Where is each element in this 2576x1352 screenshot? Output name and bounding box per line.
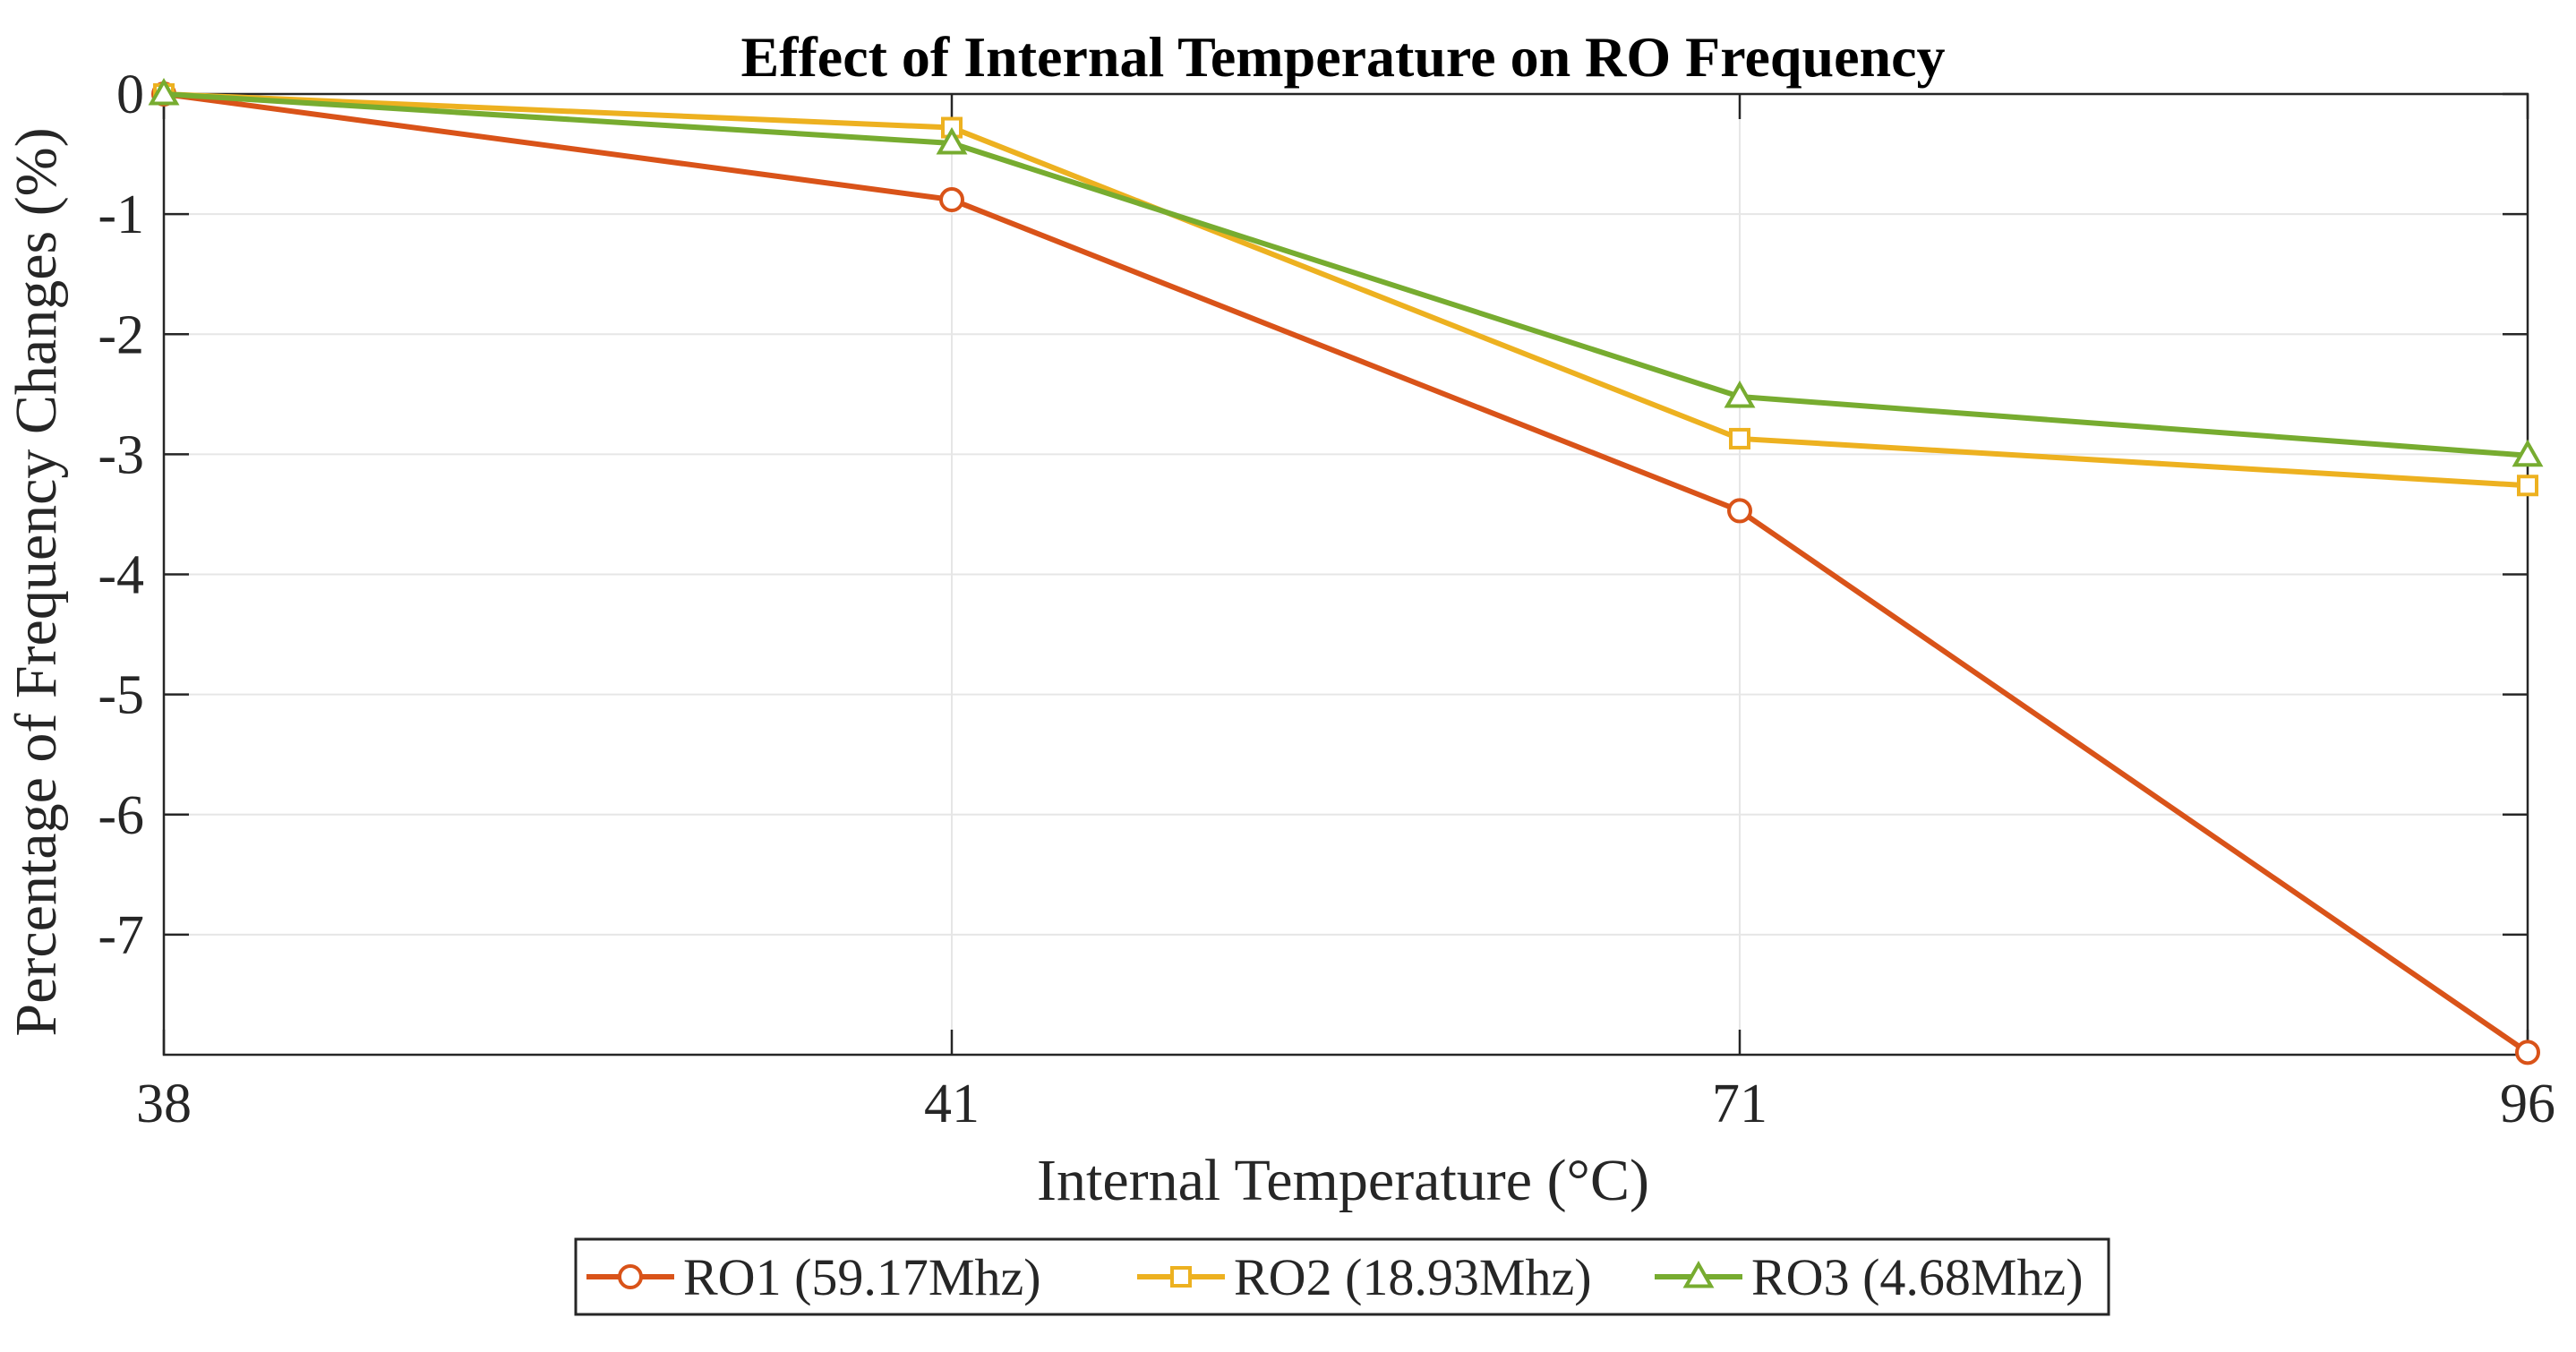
data-point-triangle — [2512, 439, 2544, 467]
y-tick-label: -4 — [98, 545, 144, 606]
x-tick-labels: 38 41 71 96 — [136, 1074, 2555, 1134]
legend-label: RO1 (59.17Mhz) — [683, 1248, 1041, 1306]
legend-label: RO2 (18.93Mhz) — [1234, 1248, 1592, 1306]
data-series — [148, 77, 2544, 1065]
y-tick-label: -3 — [98, 424, 144, 485]
data-point-square — [2517, 475, 2538, 497]
y-tick-label: -7 — [98, 905, 144, 966]
x-tick-label: 38 — [136, 1074, 192, 1134]
grid-lines — [164, 94, 2528, 1055]
series-line — [163, 91, 2529, 1055]
legend-swatch-marker — [1170, 1266, 1192, 1288]
data-point-triangle — [1724, 380, 1756, 408]
legend-swatch-marker — [1682, 1260, 1715, 1288]
legend-entry: RO1 (59.17Mhz) — [586, 1248, 1041, 1306]
legend-box — [574, 1237, 2110, 1316]
legend: RO1 (59.17Mhz) RO2 (18.93Mhz) RO3 (4.68Mhz… — [574, 1237, 2110, 1316]
y-tick-label: -6 — [98, 785, 144, 846]
y-tick-label: 0 — [116, 64, 144, 125]
y-tick-label: -1 — [98, 184, 144, 245]
axes — [162, 92, 2529, 1057]
chart-title: Effect of Internal Temperature on RO Fre… — [740, 25, 1945, 89]
data-point-circle — [2515, 1040, 2540, 1065]
y-axis-label: Percentage of Frequency Changes (%) — [4, 127, 69, 1036]
x-axis-label: Internal Temperature (°C) — [1037, 1148, 1649, 1213]
y-tick-label: -2 — [98, 304, 144, 365]
series-3 — [148, 77, 2544, 467]
y-tick-label: -5 — [98, 665, 144, 726]
legend-label: RO3 (4.68Mhz) — [1751, 1248, 2084, 1306]
x-tick-label: 96 — [2500, 1074, 2555, 1134]
data-point-triangle — [148, 77, 180, 106]
legend-entry: RO2 (18.93Mhz) — [1137, 1248, 1592, 1306]
data-point-circle — [1727, 498, 1752, 524]
data-point-square — [1729, 427, 1750, 449]
x-tick-label: 71 — [1712, 1074, 1767, 1134]
data-point-circle — [939, 187, 964, 213]
legend-swatch-marker — [618, 1264, 643, 1289]
series-line — [163, 91, 2529, 489]
x-tick-label: 41 — [924, 1074, 980, 1134]
y-tick-labels: 0 -1 -2 -3 -4 -5 -6 -7 — [98, 64, 144, 966]
series-line — [163, 91, 2529, 458]
legend-entry: RO3 (4.68Mhz) — [1655, 1248, 2084, 1306]
data-point-triangle — [936, 126, 968, 155]
